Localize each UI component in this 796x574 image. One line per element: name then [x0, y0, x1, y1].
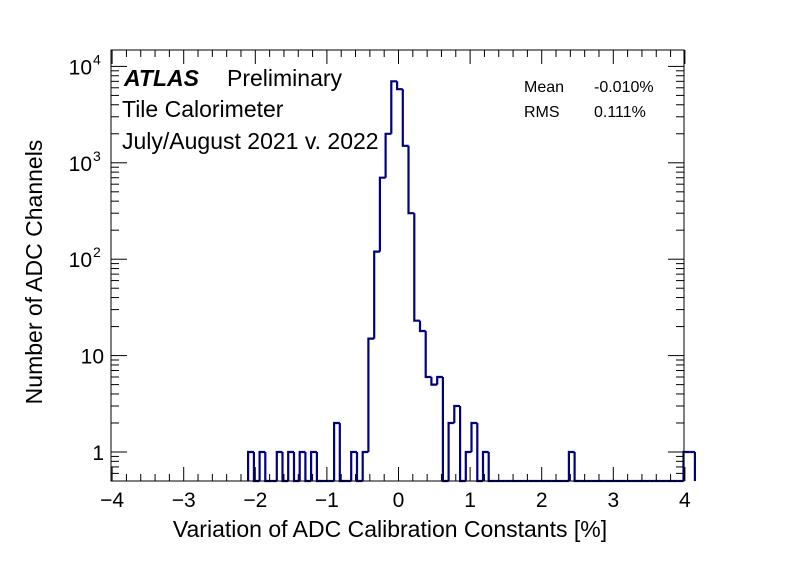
histogram-bin [413, 213, 420, 322]
y-tick-label: 10 [69, 249, 92, 272]
histogram-bin [350, 450, 357, 481]
atlas-label: ATLAS [123, 65, 200, 91]
x-tick-label: −2 [243, 489, 267, 512]
histogram-bin [390, 80, 398, 134]
histogram-bin [464, 450, 472, 481]
histogram-bin [333, 421, 340, 481]
stats-rms-value: 0.111% [594, 104, 646, 121]
histogram-bin [315, 452, 323, 483]
histogram-bin [401, 89, 409, 147]
histogram-bin [287, 450, 294, 481]
y-tick-label-exponent: 4 [93, 51, 101, 67]
histogram-bin [573, 452, 581, 483]
subtitle-line-3: July/August 2021 v. 2022 [122, 128, 379, 154]
x-tick-label: 3 [607, 489, 619, 512]
y-tick-label: 10 [69, 153, 92, 176]
y-tick-label-exponent: 2 [93, 244, 101, 260]
histogram-bin [384, 132, 392, 178]
x-tick-labels: −4 −3 −2 −1 0 1 2 3 4 [100, 489, 691, 512]
histogram-bin [367, 337, 375, 452]
histogram-bin [361, 450, 369, 481]
stats-mean-value: -0.010% [594, 79, 654, 96]
y-tick-label-exponent: 3 [93, 148, 101, 164]
histogram-bin [396, 81, 403, 91]
histogram-bin [567, 450, 575, 481]
x-tick-label: −4 [100, 489, 124, 512]
y-axis-label: Number of ADC Channels [21, 140, 47, 405]
y-tick-label: 10 [69, 56, 92, 79]
histogram-bin [378, 176, 386, 252]
histogram-bin [247, 450, 254, 481]
plot-frame [110, 49, 685, 482]
histogram-bin [373, 250, 380, 339]
histogram-bin [430, 377, 438, 386]
histogram-bin [338, 423, 346, 483]
histogram-bin [436, 375, 443, 385]
x-tick-label: −1 [315, 489, 339, 512]
histogram-bin [264, 452, 272, 483]
x-tick-label: 2 [536, 489, 548, 512]
stats-rms-label: RMS [524, 104, 560, 121]
histogram-bin [481, 450, 489, 481]
histogram-bin [470, 421, 478, 452]
histogram-bin [310, 450, 317, 481]
histogram-bin [298, 450, 306, 481]
x-tick-label: 4 [679, 489, 691, 512]
stats-mean-label: Mean [524, 79, 564, 96]
x-tick-label: 0 [393, 489, 405, 512]
histogram-bin [487, 452, 495, 483]
histogram-bin [418, 320, 426, 333]
histogram-bin [258, 450, 266, 481]
axis-ticks [111, 50, 686, 481]
y-tick-label: 10 [81, 346, 104, 369]
subtitle-line-2: Tile Calorimeter [122, 96, 284, 122]
histogram-bin [424, 331, 432, 379]
preliminary-label: Preliminary [227, 65, 343, 91]
histogram-bin [453, 404, 461, 423]
histogram-bin [447, 421, 455, 481]
x-axis-label: Variation of ADC Calibration Constants [… [173, 516, 607, 542]
x-tick-label: 1 [464, 489, 476, 512]
histogram-bin [407, 145, 415, 215]
y-tick-label: 1 [92, 442, 104, 465]
x-tick-label: −3 [172, 489, 196, 512]
histogram-bin [275, 450, 283, 481]
